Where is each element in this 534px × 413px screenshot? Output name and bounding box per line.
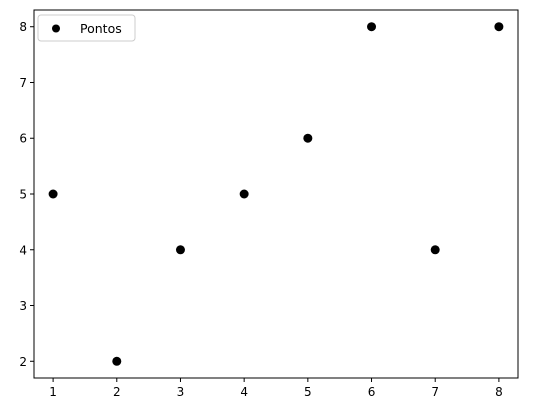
data-point xyxy=(303,133,313,143)
legend-marker xyxy=(52,24,60,33)
data-points xyxy=(48,22,504,366)
x-tick-label: 2 xyxy=(113,385,121,399)
data-point xyxy=(175,245,185,255)
data-point xyxy=(494,22,504,32)
data-point xyxy=(48,189,58,199)
x-tick-label: 3 xyxy=(177,385,185,399)
x-tick-label: 7 xyxy=(431,385,439,399)
y-tick-label: 3 xyxy=(19,299,27,313)
data-point xyxy=(112,356,122,366)
x-tick-label: 4 xyxy=(240,385,248,399)
x-tick-label: 8 xyxy=(495,385,503,399)
plot-frame xyxy=(33,9,519,379)
legend-label: Pontos xyxy=(80,21,122,36)
y-tick-label: 5 xyxy=(19,188,27,202)
legend-box xyxy=(37,14,136,42)
y-tick-label: 6 xyxy=(19,132,27,146)
data-point xyxy=(239,189,249,199)
x-tick-label: 1 xyxy=(49,385,57,399)
x-tick-label: 5 xyxy=(304,385,312,399)
data-point xyxy=(430,245,440,255)
plot-area xyxy=(34,10,518,378)
data-point xyxy=(367,22,377,32)
y-tick-label: 4 xyxy=(19,243,27,257)
y-axis: 2 3 4 5 6 7 8 xyxy=(19,20,34,369)
y-tick-label: 7 xyxy=(19,76,27,90)
x-axis: 1 2 3 4 5 6 7 8 xyxy=(49,378,503,399)
x-tick-label: 6 xyxy=(368,385,376,399)
y-tick-label: 8 xyxy=(19,20,27,34)
y-tick-label: 2 xyxy=(19,355,27,369)
legend: Pontos xyxy=(37,14,136,42)
